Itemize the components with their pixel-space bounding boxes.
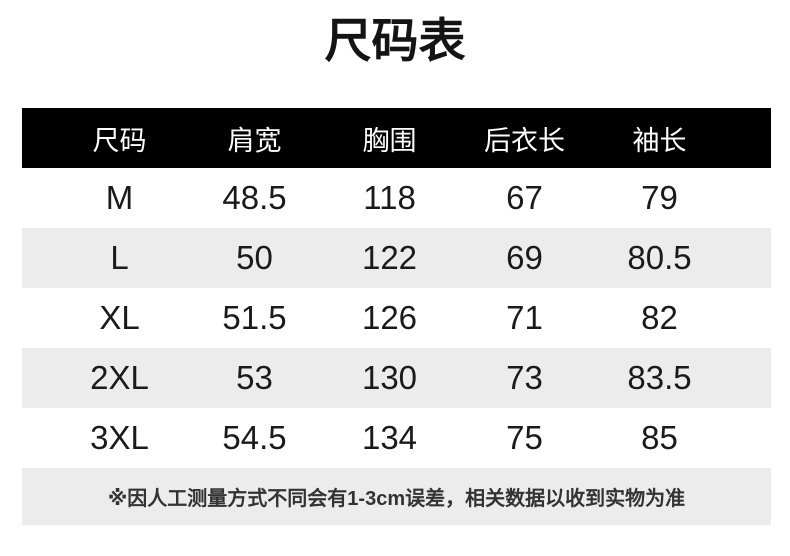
measurement-cell: 71 bbox=[506, 299, 543, 336]
header-cell-sleeve-length: 袖长 bbox=[632, 125, 687, 156]
measurement-cell: 80.5 bbox=[627, 239, 692, 276]
table-row-2xl: 2XL 53 130 73 83.5 bbox=[22, 348, 771, 408]
page-title: 尺码表 bbox=[324, 14, 466, 67]
measurement-cell: 48.5 bbox=[222, 179, 287, 216]
size-cell: 2XL bbox=[90, 359, 149, 396]
header-cell-shoulder-width: 肩宽 bbox=[227, 125, 282, 156]
table-row-m: M 48.5 118 67 79 bbox=[22, 168, 771, 228]
table-row-xl: XL 51.5 126 71 82 bbox=[22, 288, 771, 348]
table-row-l: L 50 122 69 80.5 bbox=[22, 228, 771, 288]
measurement-cell: 85 bbox=[641, 419, 678, 456]
measurement-cell: 122 bbox=[361, 239, 418, 276]
measurement-cell: 54.5 bbox=[222, 419, 287, 456]
header-cell-size: 尺码 bbox=[92, 125, 147, 156]
measurement-cell: 79 bbox=[641, 179, 678, 216]
header-cell-chest: 胸围 bbox=[362, 125, 417, 156]
size-cell: L bbox=[110, 239, 129, 276]
size-cell: XL bbox=[99, 299, 140, 336]
measurement-cell: 126 bbox=[361, 299, 418, 336]
measurement-cell: 130 bbox=[361, 359, 418, 396]
table-header-row: 尺码 肩宽 胸围 后衣长 袖长 bbox=[22, 108, 771, 168]
measurement-cell: 82 bbox=[641, 299, 678, 336]
measurement-cell: 118 bbox=[363, 179, 416, 216]
measurement-cell: 50 bbox=[236, 239, 273, 276]
measurement-cell: 69 bbox=[506, 239, 543, 276]
measurement-note-text: ※因人工测量方式不同会有1-3cm误差，相关数据以收到实物为准 bbox=[107, 488, 686, 510]
measurement-cell: 73 bbox=[506, 359, 543, 396]
measurement-note-bar: ※因人工测量方式不同会有1-3cm误差，相关数据以收到实物为准 bbox=[22, 468, 771, 525]
measurement-cell: 53 bbox=[236, 359, 273, 396]
table-row-3xl: 3XL 54.5 134 75 85 bbox=[22, 408, 771, 468]
measurement-cell: 67 bbox=[506, 179, 543, 216]
header-cell-back-length: 后衣长 bbox=[484, 125, 565, 156]
measurement-cell: 75 bbox=[506, 419, 543, 456]
measurement-cell: 134 bbox=[361, 419, 418, 456]
measurement-cell: 83.5 bbox=[627, 359, 692, 396]
size-cell: 3XL bbox=[90, 419, 149, 456]
size-cell: M bbox=[105, 179, 134, 216]
measurement-cell: 51.5 bbox=[222, 299, 287, 336]
size-table: 尺码 肩宽 胸围 后衣长 袖长 M 48.5 118 67 79 L 50 12… bbox=[22, 108, 771, 525]
